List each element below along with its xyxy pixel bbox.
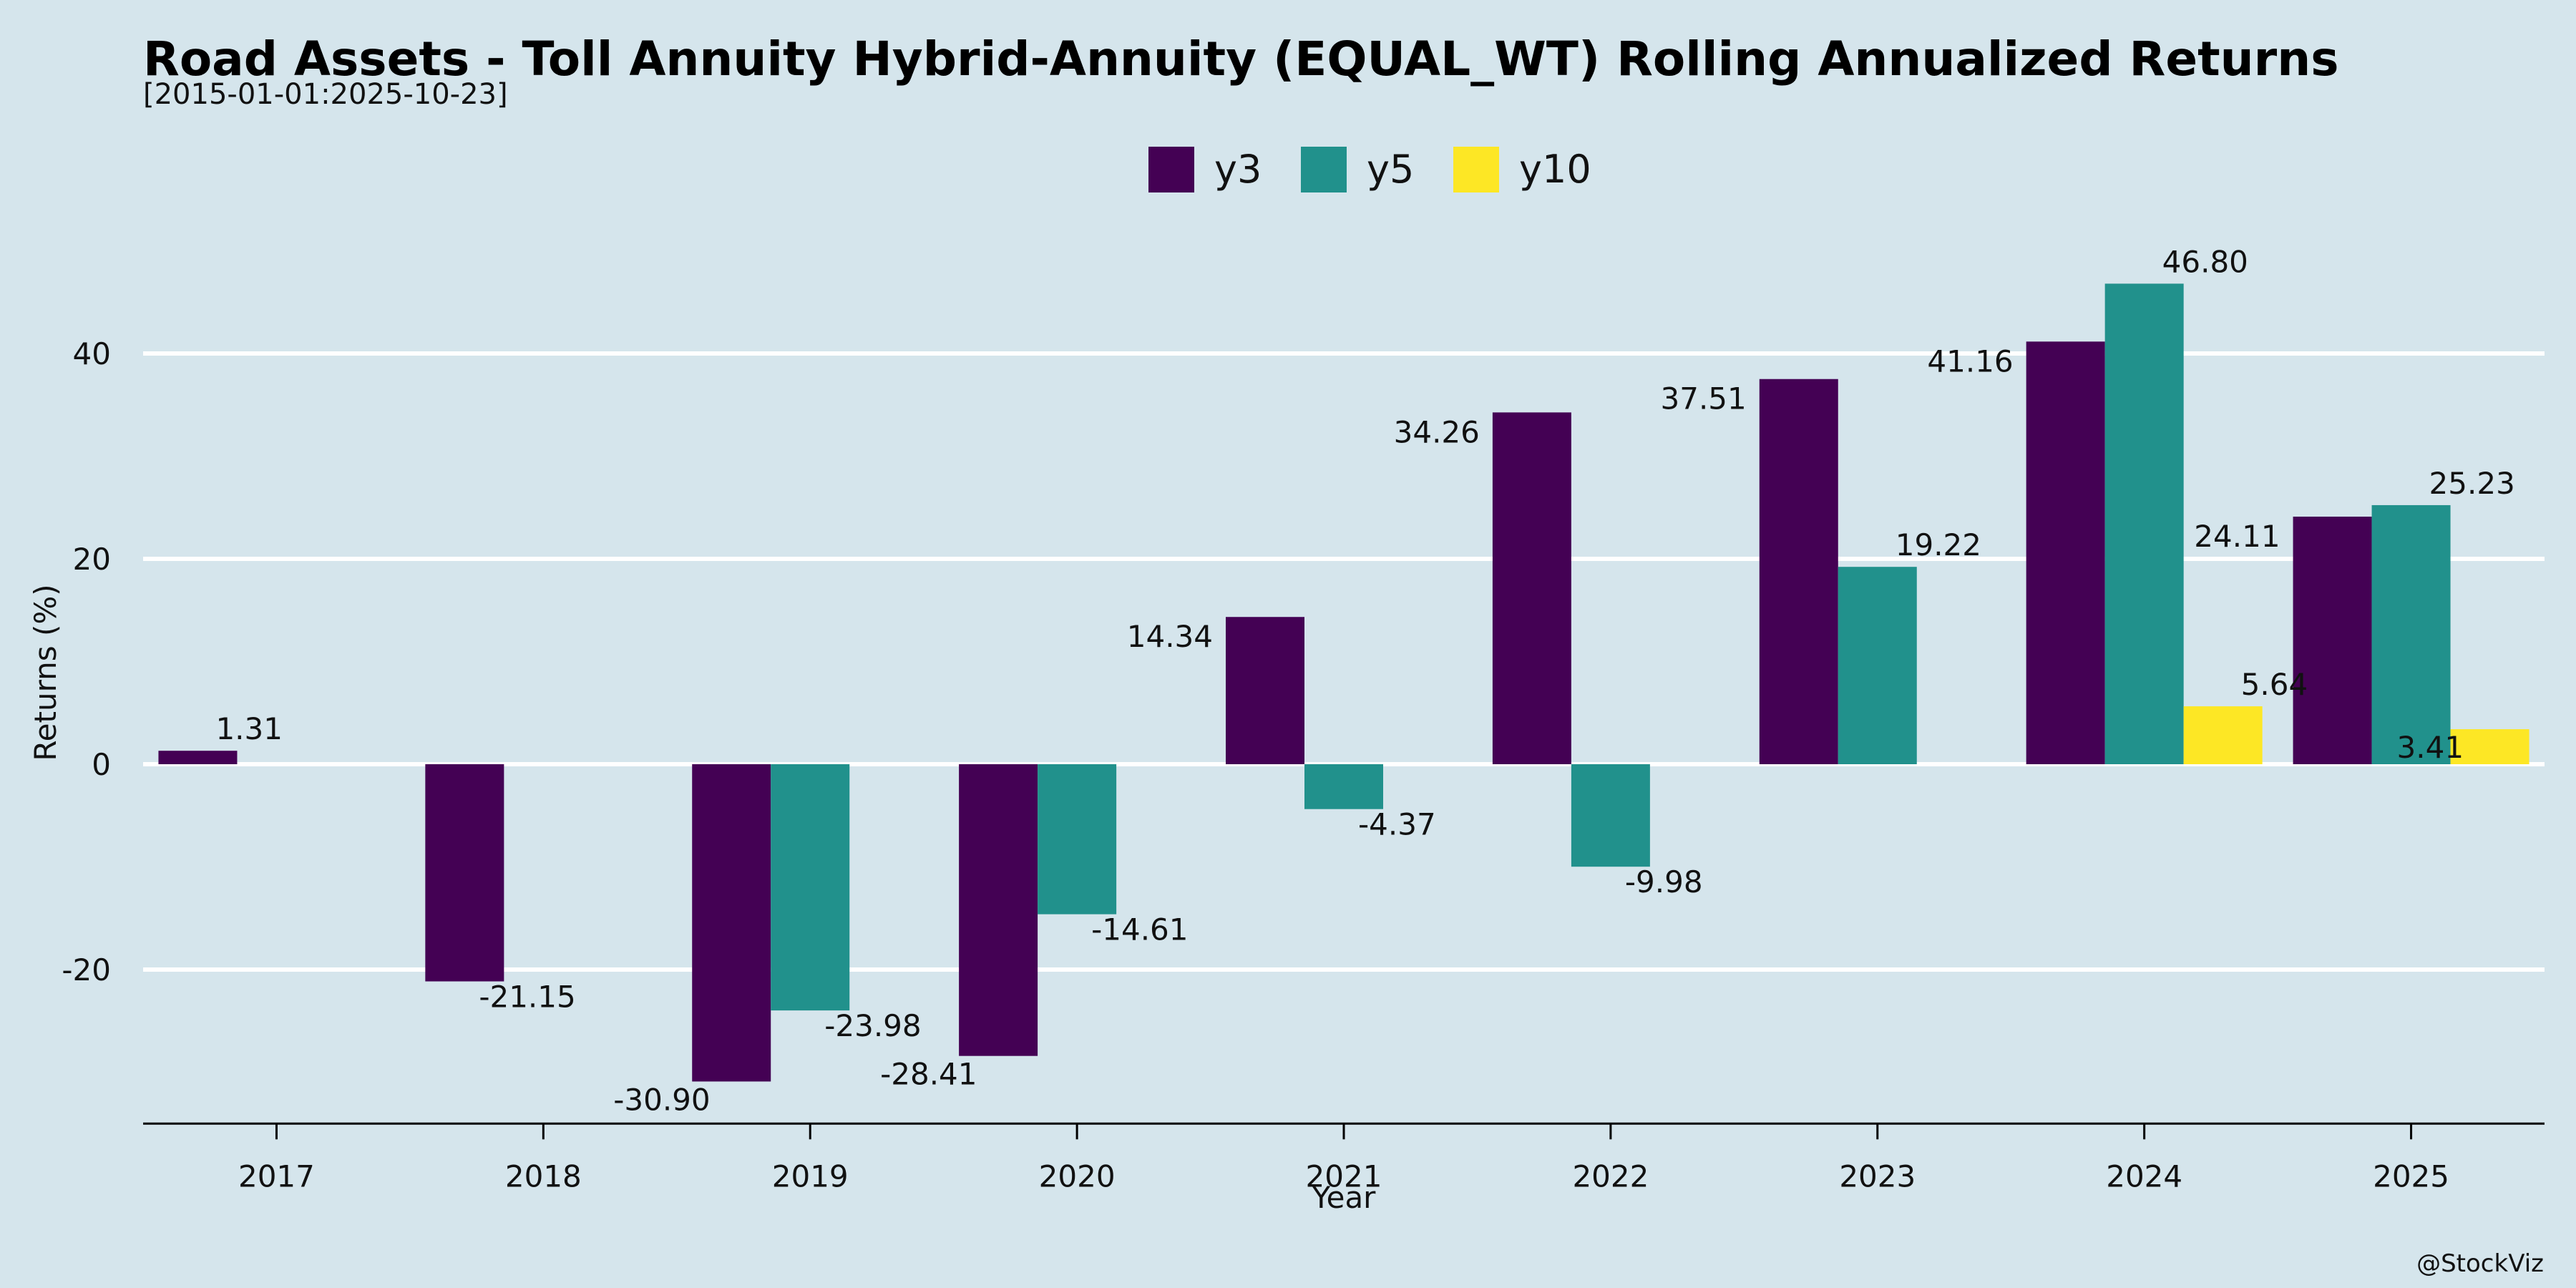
x-tick-label: 2020 [1039,1158,1116,1194]
legend-swatch-y10 [1453,147,1499,192]
bar-y3-2024[interactable] [2026,341,2105,764]
bar-y10-2024[interactable] [2183,706,2263,764]
bar-label-y5-2023: 19.22 [1896,527,1981,562]
bar-y3-2020[interactable] [959,764,1038,1056]
bar-y3-2022[interactable] [1492,412,1571,764]
legend-swatch-y5 [1301,147,1347,192]
bar-y5-2019[interactable] [771,764,850,1011]
x-tick-label: 2024 [2106,1158,2182,1194]
x-tick-label: 2022 [1572,1158,1649,1194]
axes: -20 0 20 40 2017 2018 2019 2020 2021 2022 2023 2024… [62,336,2545,1194]
y-tick-label: 0 [92,747,111,782]
bar-label-y10-2024: 5.64 [2241,667,2308,702]
x-tick-label: 2025 [2373,1158,2449,1194]
chart-subtitle: [2015-01-01:2025-10-23] [143,78,508,111]
bar-label-y10-2025: 3.41 [2397,730,2464,765]
bar-label-y3-2019: -30.90 [613,1082,710,1117]
legend[interactable]: y3 y5 y10 [1148,147,1591,192]
y-tick-label: -20 [62,952,111,987]
bar-label-y5-2019: -23.98 [824,1008,921,1043]
y-axis-label: Returns (%) [28,584,63,761]
bar-y5-2020[interactable] [1038,764,1117,914]
y-tick-label: 20 [73,542,111,577]
bar-label-y5-2021: -4.37 [1358,807,1436,842]
bar-y3-2019[interactable] [692,764,771,1082]
bar-label-y5-2025: 25.23 [2429,466,2515,501]
bar-y3-2017[interactable] [158,751,238,764]
bar-label-y5-2020: -14.61 [1091,912,1188,947]
bar-y3-2018[interactable] [425,764,504,982]
bar-y3-2021[interactable] [1226,617,1304,764]
bar-label-y3-2018: -21.15 [479,980,575,1015]
legend-label-y10[interactable]: y10 [1519,147,1591,192]
bar-y5-2023[interactable] [1838,567,1917,764]
bar-y5-2025[interactable] [2371,504,2451,764]
bar-y3-2023[interactable] [1759,379,1838,764]
x-tick-label: 2021 [1306,1158,1382,1194]
y-tick-label: 40 [73,336,111,371]
bar-y5-2022[interactable] [1571,764,1650,867]
bar-label-y3-2025: 24.11 [2194,519,2280,554]
x-tick-label: 2023 [1839,1158,1916,1194]
bar-labels: 1.31 -21.15 -30.90 -28.41 14.34 34.26 37.51 41.… [215,244,2514,1117]
credit-text: @StockViz [2416,1249,2544,1278]
bar-y5-2021[interactable] [1304,764,1383,809]
bars [158,283,2529,1082]
bar-y10-2025[interactable] [2450,729,2529,764]
bar-y5-2024[interactable] [2104,283,2184,764]
chart-title: Road Assets - Toll Annuity Hybrid-Annuit… [143,31,2338,87]
legend-label-y5[interactable]: y5 [1367,147,1414,192]
x-tick-label: 2019 [772,1158,849,1194]
bar-label-y3-2022: 34.26 [1394,414,1480,449]
bar-label-y3-2021: 14.34 [1127,619,1213,654]
x-axis-label: Year [1312,1180,1377,1215]
legend-label-y3[interactable]: y3 [1214,147,1262,192]
bar-label-y3-2024: 41.16 [1927,343,2013,379]
x-tick-label: 2017 [238,1158,315,1194]
bar-label-y3-2017: 1.31 [215,711,283,746]
bar-y3-2025[interactable] [2293,517,2372,764]
bar-label-y3-2023: 37.51 [1661,381,1747,416]
x-tick-label: 2018 [505,1158,582,1194]
bar-label-y5-2022: -9.98 [1625,864,1703,899]
bar-label-y5-2024: 46.80 [2162,244,2248,279]
legend-swatch-y3 [1148,147,1194,192]
bar-label-y3-2020: -28.41 [880,1057,977,1092]
